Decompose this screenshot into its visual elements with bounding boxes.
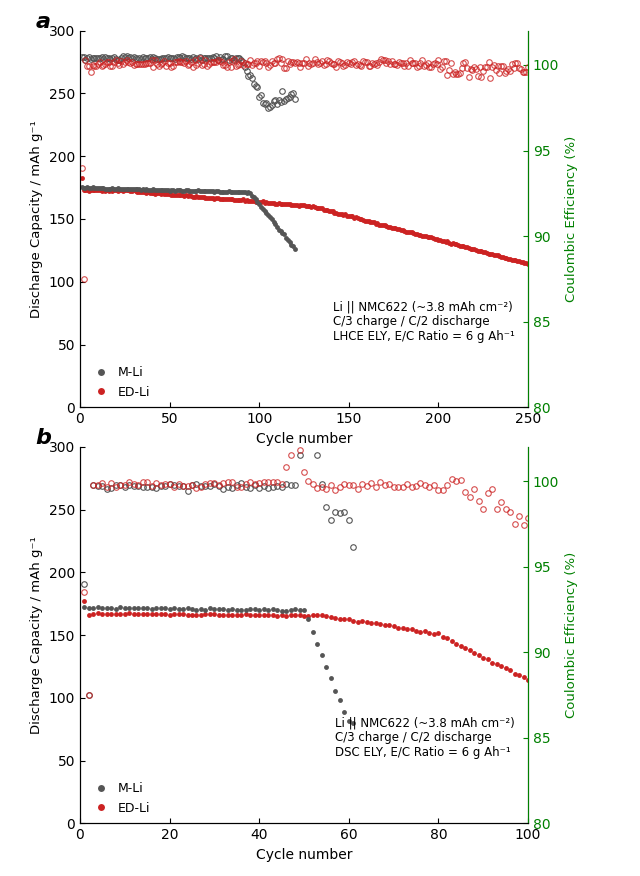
Y-axis label: Coulombic Efficiency (%): Coulombic Efficiency (%) xyxy=(564,552,578,718)
Y-axis label: Coulombic Efficiency (%): Coulombic Efficiency (%) xyxy=(564,136,578,302)
Y-axis label: Discharge Capacity / mAh g⁻¹: Discharge Capacity / mAh g⁻¹ xyxy=(30,536,44,734)
Text: Li || NMC622 (~3.8 mAh cm⁻²)
C/3 charge / C/2 discharge
LHCE ELY, E/C Ratio = 6 : Li || NMC622 (~3.8 mAh cm⁻²) C/3 charge … xyxy=(333,300,515,343)
Text: Li || NMC622 (~3.8 mAh cm⁻²)
C/3 charge / C/2 discharge
DSC ELY, E/C Ratio = 6 g: Li || NMC622 (~3.8 mAh cm⁻²) C/3 charge … xyxy=(335,717,515,759)
X-axis label: Cycle number: Cycle number xyxy=(256,432,352,446)
Text: a: a xyxy=(35,12,50,32)
Text: b: b xyxy=(35,428,51,448)
Legend: M-Li, ED-Li: M-Li, ED-Li xyxy=(86,364,152,401)
Y-axis label: Discharge Capacity / mAh g⁻¹: Discharge Capacity / mAh g⁻¹ xyxy=(30,120,44,318)
X-axis label: Cycle number: Cycle number xyxy=(256,848,352,862)
Legend: M-Li, ED-Li: M-Li, ED-Li xyxy=(86,780,152,817)
